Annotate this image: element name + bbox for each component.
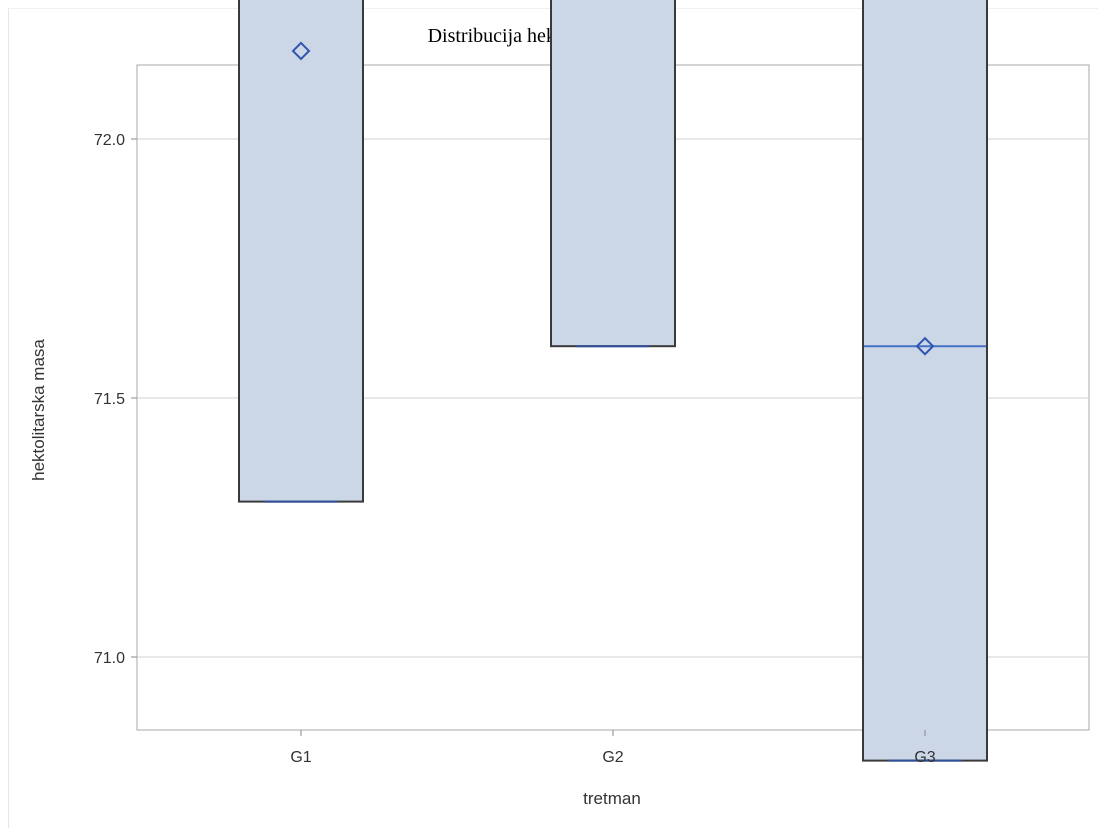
box-body (550, 0, 676, 348)
y-tick-label: 71.0 (94, 650, 125, 667)
box-body (238, 0, 364, 503)
mean-marker (915, 336, 935, 356)
x-tick-label: G1 (290, 749, 311, 766)
y-tick-label: 71.5 (94, 391, 125, 408)
x-tick-label: G3 (914, 749, 935, 766)
y-tick-label: 72.0 (94, 132, 125, 149)
box-g1 (238, 0, 364, 503)
x-tick-label: G2 (602, 749, 623, 766)
boxes (238, 0, 988, 762)
box-body (862, 0, 988, 762)
y-axis-label: hektolitarska masa (29, 339, 48, 481)
y-axis: 71.071.572.072.573.0 (94, 132, 137, 667)
x-axis: G1 G2 G3 (290, 730, 936, 766)
box-g2 (550, 0, 676, 348)
box-g3 (862, 0, 988, 762)
mean-marker (291, 41, 311, 61)
x-axis-label: tretman (583, 789, 641, 808)
